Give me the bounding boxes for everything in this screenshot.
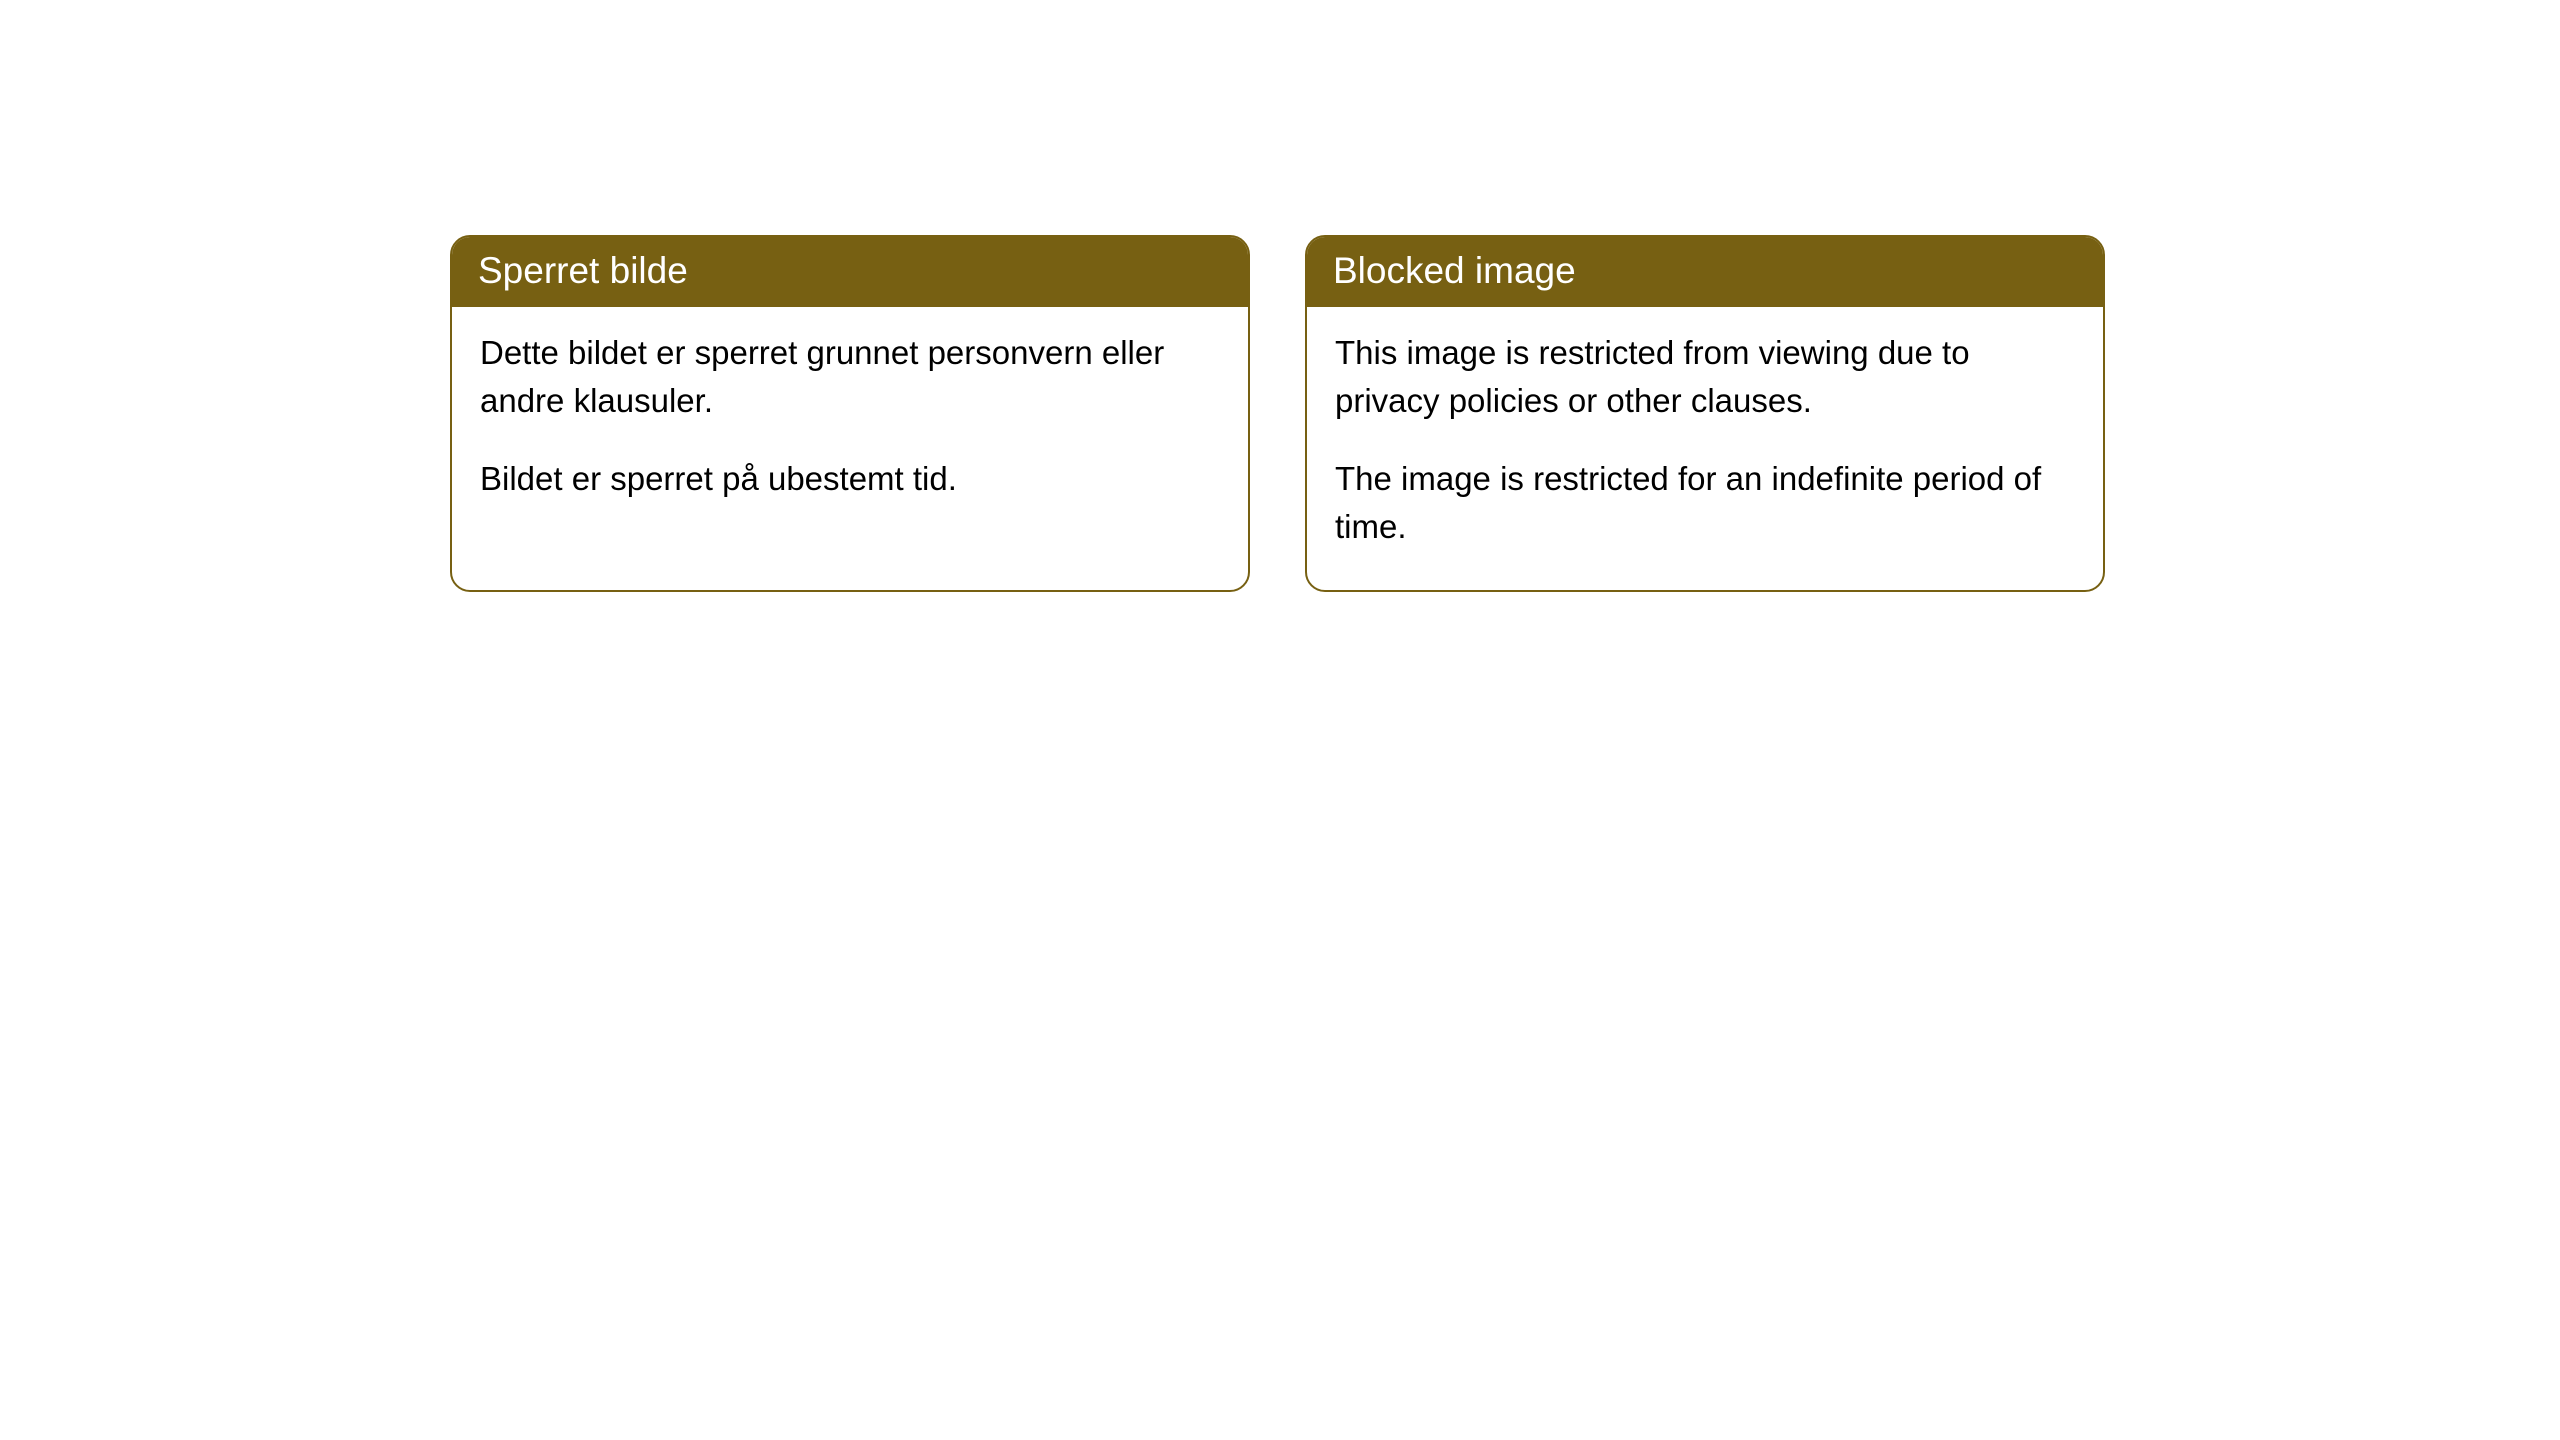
card-body: This image is restricted from viewing du…	[1307, 307, 2103, 590]
cards-container: Sperret bilde Dette bildet er sperret gr…	[450, 235, 2105, 592]
card-paragraph: This image is restricted from viewing du…	[1335, 329, 2075, 425]
info-card-norwegian: Sperret bilde Dette bildet er sperret gr…	[450, 235, 1250, 592]
card-paragraph: Dette bildet er sperret grunnet personve…	[480, 329, 1220, 425]
card-header: Sperret bilde	[452, 237, 1248, 307]
card-body: Dette bildet er sperret grunnet personve…	[452, 307, 1248, 543]
card-paragraph: The image is restricted for an indefinit…	[1335, 455, 2075, 551]
card-header: Blocked image	[1307, 237, 2103, 307]
card-paragraph: Bildet er sperret på ubestemt tid.	[480, 455, 1220, 503]
info-card-english: Blocked image This image is restricted f…	[1305, 235, 2105, 592]
